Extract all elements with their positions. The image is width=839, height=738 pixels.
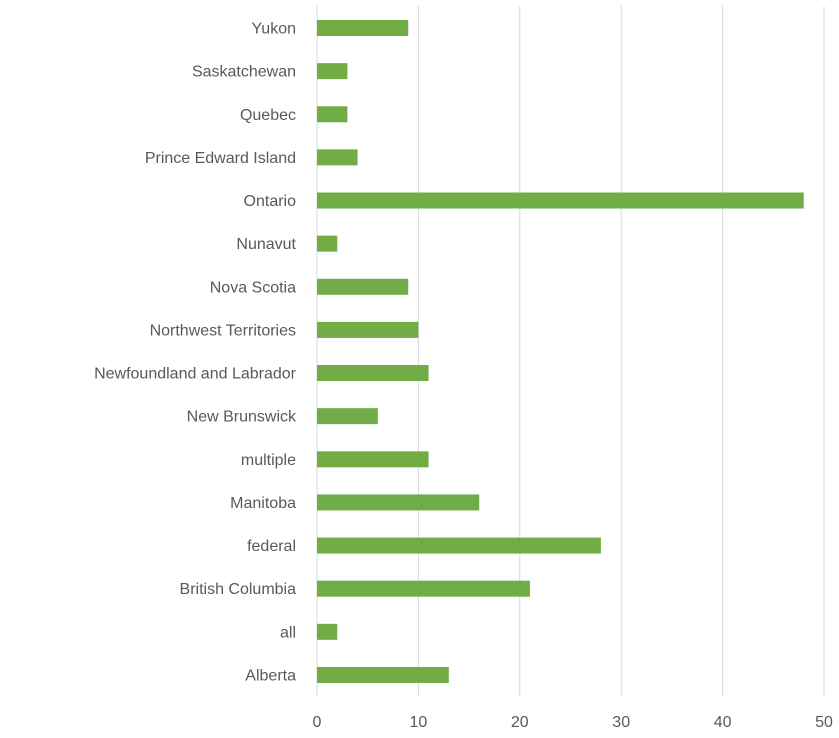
bar: [317, 623, 338, 640]
bar: [317, 321, 419, 338]
category-label: federal: [247, 538, 296, 555]
bar: [317, 149, 358, 166]
category-label: Ontario: [244, 193, 297, 210]
x-axis-tick-labels: 0 10 20 30 40 50: [313, 714, 833, 731]
category-label: Newfoundland and Labrador: [94, 366, 297, 383]
x-tick-label: 50: [815, 714, 833, 731]
category-label: Prince Edward Island: [145, 150, 296, 167]
category-label: Nunavut: [236, 236, 296, 253]
category-labels: Yukon Saskatchewan Quebec Prince Edward Isl…: [94, 21, 297, 685]
category-label: New Brunswick: [187, 409, 297, 426]
bar: [317, 537, 601, 554]
category-label: Saskatchewan: [192, 64, 296, 81]
category-label: Manitoba: [230, 495, 296, 512]
bar: [317, 235, 338, 252]
bar: [317, 451, 429, 468]
category-label: all: [280, 624, 296, 641]
bar: [317, 494, 480, 511]
bar: [317, 106, 348, 123]
category-label: British Columbia: [180, 581, 297, 598]
x-tick-label: 30: [612, 714, 630, 731]
bar: [317, 278, 409, 295]
x-tick-label: 0: [313, 714, 322, 731]
category-label: Yukon: [252, 21, 296, 38]
category-label: Northwest Territories: [150, 322, 296, 339]
x-tick-label: 40: [714, 714, 732, 731]
bar: [317, 365, 429, 382]
x-tick-label: 20: [511, 714, 529, 731]
bar: [317, 192, 804, 209]
x-tick-label: 10: [410, 714, 428, 731]
bar: [317, 666, 449, 683]
bar: [317, 580, 530, 597]
category-label: multiple: [241, 452, 296, 469]
bar: [317, 408, 378, 425]
bar: [317, 63, 348, 80]
bars: [317, 20, 804, 683]
category-label: Alberta: [245, 667, 296, 684]
category-label: Nova Scotia: [210, 279, 296, 296]
bar: [317, 20, 409, 36]
category-label: Quebec: [240, 107, 296, 124]
